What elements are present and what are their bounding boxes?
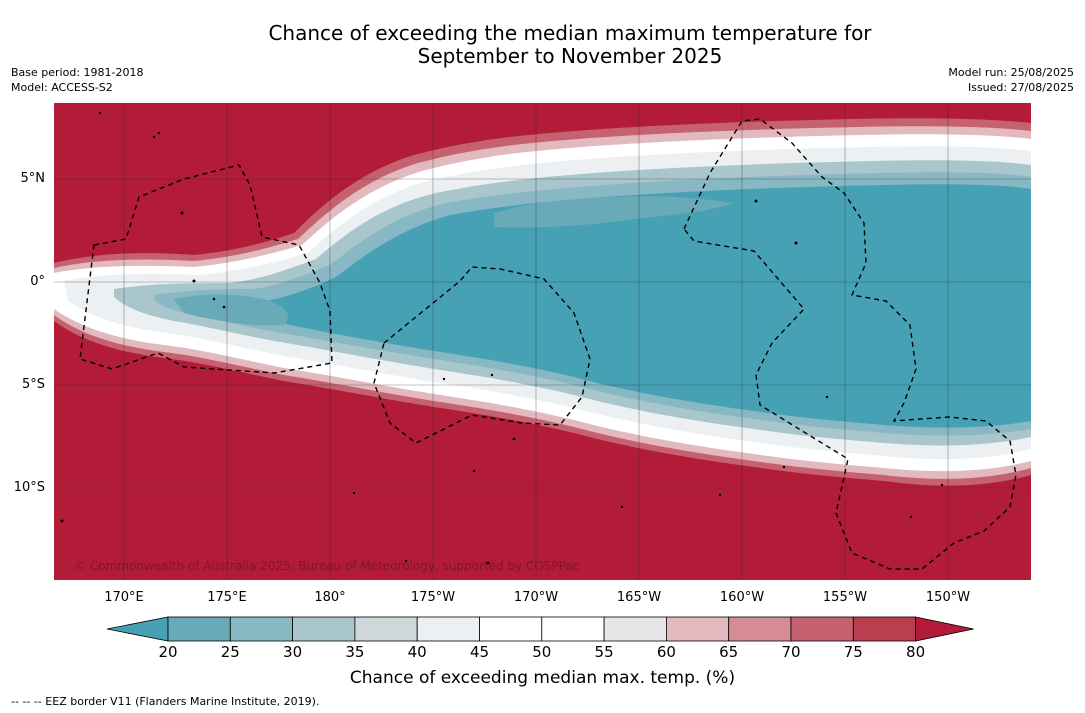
colorbar-cell — [167, 616, 231, 642]
colorbar-tick-label: 25 — [220, 643, 240, 661]
colorbar-tick-label: 70 — [781, 643, 801, 661]
graticule — [54, 103, 1031, 580]
colorbar-tick-label: 60 — [656, 643, 676, 661]
forecast-map — [54, 103, 1031, 580]
colorbar-cell — [354, 616, 418, 642]
low-chance-region — [254, 184, 1031, 428]
lat-label-5n: 5°N — [20, 171, 46, 186]
colorbar-cell — [852, 616, 916, 642]
colorbar-cell — [229, 616, 294, 642]
colorbar-tick-label: 35 — [345, 643, 365, 661]
colorbar-cell — [728, 616, 792, 642]
lon-label-175e: 175°E — [207, 590, 247, 605]
lon-label-165w: 165°W — [616, 590, 662, 605]
lon-label-180: 180° — [314, 590, 346, 605]
meta-right: Model run: 25/08/2025 Issued: 27/08/2025 — [948, 65, 1074, 95]
patch-left — [174, 294, 288, 326]
colorbar-cell — [541, 616, 605, 642]
colorbar-tick-label: 80 — [906, 643, 926, 661]
colorbar-cell — [790, 616, 854, 642]
lon-label-150w: 150°W — [925, 590, 971, 605]
colorbar-tick-label: 40 — [407, 643, 427, 661]
colorbar-tick-label: 50 — [532, 643, 552, 661]
colorbar-tick-label: 20 — [158, 643, 178, 661]
lat-label-0: 0° — [30, 274, 45, 289]
lat-label-5s: 5°S — [21, 377, 45, 392]
colorbar-cell — [416, 616, 480, 642]
map-svg — [54, 103, 1031, 580]
colorbar-cell — [479, 616, 543, 642]
lon-label-160w: 160°W — [719, 590, 765, 605]
copyright-text: © Commonwealth of Australia 2025, Bureau… — [74, 559, 580, 573]
lon-label-170e: 170°E — [104, 590, 144, 605]
model-text: Model: ACCESS-S2 — [11, 81, 113, 94]
colorbar-tick-label: 65 — [719, 643, 739, 661]
lon-label-175w: 175°W — [410, 590, 456, 605]
colorbar-tick-label: 45 — [469, 643, 490, 661]
issued-text: Issued: 27/08/2025 — [967, 81, 1074, 94]
eez-legend-note: -- -- -- EEZ border V11 (Flanders Marine… — [11, 695, 320, 708]
colorbar-tick-label: 30 — [283, 643, 303, 661]
lon-label-170w: 170°W — [513, 590, 559, 605]
colorbar-cell — [292, 616, 356, 642]
islands — [60, 111, 944, 565]
colorbar-label: Chance of exceeding median max. temp. (%… — [349, 668, 736, 688]
colorbar-tick-label: 55 — [594, 643, 614, 661]
colorbar-extend-low — [106, 616, 169, 642]
lat-label-10s: 10°S — [13, 480, 45, 495]
model-run-text: Model run: 25/08/2025 — [948, 66, 1074, 79]
colorbar-cell — [666, 616, 730, 642]
patch-upper — [494, 196, 734, 228]
colorbar-extend-high — [915, 616, 974, 642]
colorbar-tick-label: 75 — [843, 643, 863, 661]
map-title-line-2: September to November 2025 — [417, 44, 723, 68]
eez-borders — [79, 118, 1017, 570]
colorbar — [106, 616, 974, 642]
colorbar-cell — [603, 616, 667, 642]
lon-label-155w: 155°W — [822, 590, 868, 605]
meta-left: Base period: 1981-2018 Model: ACCESS-S2 — [11, 65, 143, 95]
map-title-line-1: Chance of exceeding the median maximum t… — [268, 21, 872, 45]
base-period-text: Base period: 1981-2018 — [11, 66, 144, 79]
